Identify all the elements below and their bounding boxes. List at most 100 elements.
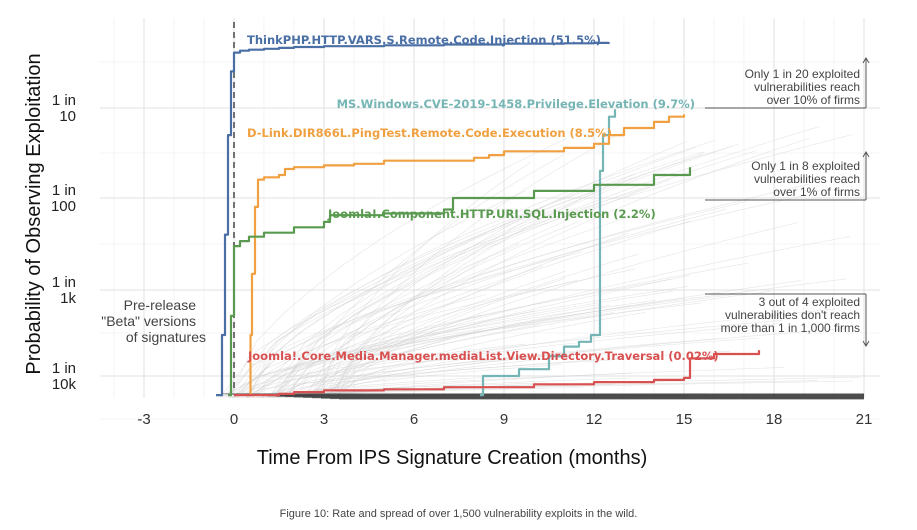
beta-note-line-2: "Beta" versions: [101, 313, 196, 329]
background-line: [277, 338, 719, 398]
series-label-4: Joomla!.Core.Media.Manager.mediaList.Vie…: [247, 349, 719, 363]
background-line: [278, 143, 739, 398]
background-line: [229, 343, 527, 398]
background-line: [307, 275, 690, 398]
background-line: [229, 356, 664, 398]
background-line: [284, 310, 534, 398]
y-tick-label-line1: 1 in: [52, 92, 76, 109]
background-line: [251, 304, 600, 398]
background-line: [235, 356, 475, 398]
background-line: [277, 244, 520, 398]
x-tick-label: 6: [410, 411, 418, 428]
beta-note-line-1: Pre-release: [124, 297, 197, 313]
background-line: [273, 153, 704, 398]
background-line: [311, 304, 611, 398]
background-line: [291, 290, 771, 398]
background-line: [325, 131, 624, 398]
background-line: [337, 215, 535, 398]
background-line: [268, 262, 749, 398]
background-line: [260, 337, 760, 398]
background-line: [313, 141, 687, 398]
y-tick-label-line2: 10k: [52, 376, 77, 393]
background-line: [246, 320, 783, 398]
background-line: [326, 372, 632, 398]
background-line: [272, 376, 493, 398]
beta-note-line-3: of signatures: [126, 329, 206, 345]
figure-caption: Figure 10: Rate and spread of over 1,500…: [279, 508, 638, 520]
background-line: [268, 208, 727, 398]
y-tick-label-line1: 1 in: [52, 182, 76, 199]
series-label-0: ThinkPHP.HTTP.VARS.S.Remote.Code.Injecti…: [247, 33, 601, 47]
background-line: [305, 236, 851, 398]
x-tick-label: 18: [766, 411, 783, 428]
background-line: [271, 297, 685, 398]
series-line-1: [480, 109, 617, 397]
x-tick-label: 9: [500, 411, 508, 428]
background-signature-lines: [219, 126, 864, 400]
x-axis-title: Time From IPS Signature Creation (months…: [257, 447, 648, 469]
y-tick-label-line2: 100: [51, 198, 76, 215]
background-line: [246, 191, 594, 398]
background-line: [268, 323, 779, 398]
x-tick-label: 0: [230, 411, 238, 428]
annotation-arrow: [862, 340, 870, 347]
series-label-1: MS.Windows.CVE-2019-1458.Privilege.Eleva…: [337, 97, 695, 111]
background-line: [337, 222, 798, 398]
series-line-4: [234, 350, 761, 397]
annotation-0-line-1: Only 1 in 20 exploited: [745, 67, 860, 81]
series-line-3: [228, 167, 692, 397]
background-line: [268, 147, 696, 398]
background-line: [247, 190, 526, 398]
background-line: [318, 352, 609, 398]
annotation-2-line-3: more than 1 in 1,000 firms: [721, 321, 860, 335]
background-line: [219, 186, 651, 398]
background-line: [334, 137, 810, 398]
background-line: [307, 308, 837, 398]
series-line-2: [249, 114, 686, 397]
background-line: [224, 134, 853, 398]
background-line: [245, 294, 487, 398]
background-line: [228, 137, 568, 398]
annotation-1-line-1: Only 1 in 8 exploited: [751, 159, 860, 173]
annotation-0-line-2: vulnerabilities reach: [754, 80, 860, 94]
background-line: [327, 232, 629, 398]
background-line: [297, 364, 562, 398]
x-tick-label: -3: [137, 411, 150, 428]
background-line: [327, 253, 639, 398]
grid: [100, 18, 880, 420]
y-axis-title: Probability of Observing Exploitation: [23, 53, 45, 374]
background-line: [234, 194, 806, 398]
background-line: [337, 278, 565, 398]
y-tick-label-line1: 1 in: [52, 274, 76, 291]
background-line: [318, 161, 531, 398]
background-line: [332, 173, 635, 398]
background-line: [222, 251, 583, 398]
x-tick-label: 3: [320, 411, 328, 428]
x-tick-label: 12: [586, 411, 603, 428]
series-label-3: Joomla!.Component.HTTP.URI.SQL.Injection…: [327, 207, 656, 221]
background-line: [300, 355, 553, 398]
background-line: [308, 179, 671, 398]
x-tick-labels: -3 0 3 6 9 12 15 18 21: [137, 411, 872, 428]
background-line: [275, 367, 784, 398]
y-tick-label-line2: 10: [59, 108, 76, 125]
annotation-arrow: [862, 57, 870, 64]
series-group: [216, 41, 761, 397]
x-tick-label: 21: [856, 411, 873, 428]
annotation-arrow: [862, 151, 870, 158]
background-line: [308, 220, 691, 398]
background-line: [333, 312, 645, 398]
background-line: [231, 268, 636, 398]
series-labels: ThinkPHP.HTTP.VARS.S.Remote.Code.Injecti…: [247, 33, 719, 363]
series-line-0: [216, 41, 611, 397]
annotation-1-line-2: vulnerabilities reach: [754, 172, 860, 186]
annotation-2-line-1: 3 out of 4 exploited: [759, 295, 860, 309]
background-line: [228, 151, 704, 398]
y-tick-label-line2: 1k: [60, 290, 76, 307]
series-label-2: D-Link.DIR866L.PingTest.Remote.Code.Exec…: [247, 126, 612, 140]
background-line: [233, 145, 733, 398]
beta-note: Pre-release "Beta" versions of signature…: [101, 297, 206, 345]
x-tick-label: 15: [676, 411, 693, 428]
